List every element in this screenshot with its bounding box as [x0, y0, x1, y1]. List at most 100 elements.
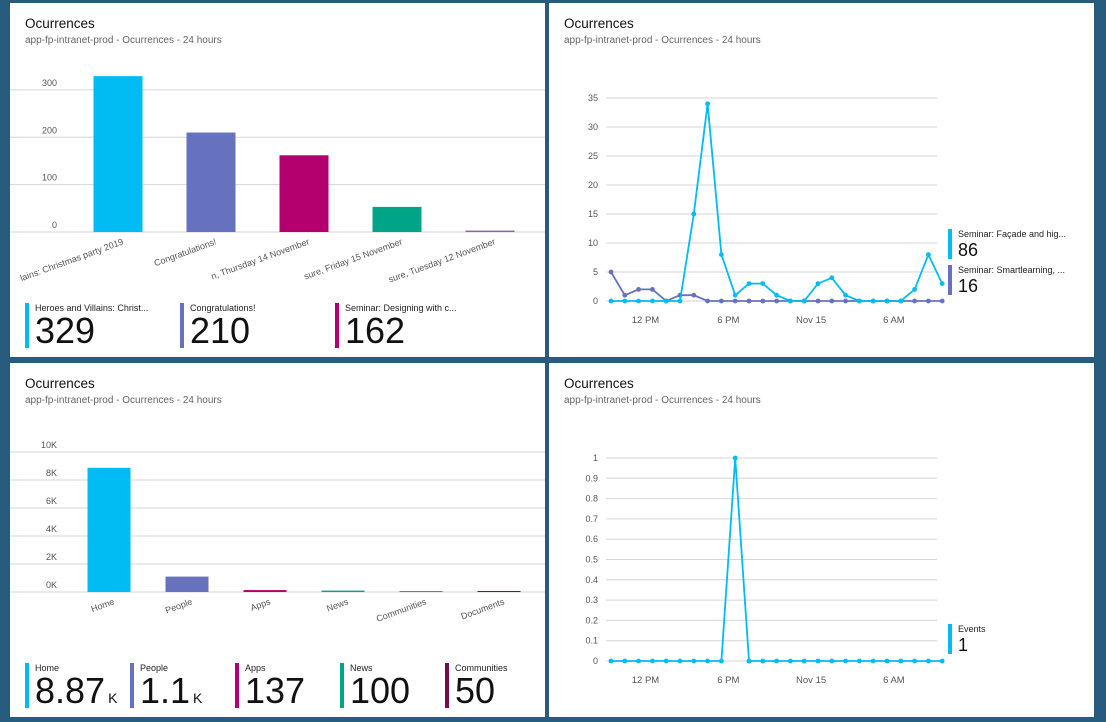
- legend-value: 1: [958, 636, 968, 654]
- data-point: [636, 658, 641, 664]
- data-point: [857, 298, 862, 304]
- legend-item[interactable]: Events 1: [948, 624, 1074, 654]
- y-tick-label: 20: [588, 180, 598, 190]
- legend-value-number: 1.1: [140, 670, 191, 711]
- y-tick-label: 0: [52, 220, 57, 230]
- y-tick-label: 300: [42, 78, 57, 88]
- y-tick-label: 0.7: [585, 514, 598, 524]
- legend-value: 8.87 K: [35, 673, 117, 709]
- legend-color-bar: [25, 303, 29, 348]
- data-point: [746, 658, 752, 664]
- bar: [372, 206, 422, 232]
- legend-color-bar: [445, 663, 449, 708]
- bar: [165, 576, 209, 592]
- data-point: [677, 298, 683, 304]
- legend-item[interactable]: Seminar: Façade and hig... 86: [948, 229, 1074, 259]
- data-point: [691, 658, 697, 664]
- legend-value-number: 162: [345, 310, 406, 351]
- legend-value-number: 16: [958, 276, 979, 296]
- bar-chart-events: 0 100 200 300 lains: Christmas party 2019 Con…: [10, 76, 545, 285]
- bar-chart-pages: 0K 2K 4K 6K 8K 10K Home People Apps News Communiti…: [10, 440, 545, 624]
- data-point: [939, 298, 945, 304]
- y-tick-label: 0.2: [585, 615, 598, 625]
- data-point: [732, 298, 738, 304]
- tile-subtitle: app-fp-intranet-prod - Ocurrences - 24 h…: [25, 35, 222, 46]
- legend-color-bar: [25, 663, 29, 708]
- data-point: [774, 298, 779, 304]
- data-point: [870, 658, 876, 664]
- x-tick-label: Home: [90, 596, 116, 614]
- data-point: [774, 658, 779, 664]
- data-point: [857, 658, 862, 664]
- data-point: [705, 658, 710, 664]
- legend-value: 329: [35, 313, 95, 349]
- legend-item[interactable]: Seminar: Smartlearning, ... 16: [948, 265, 1074, 295]
- legend-value-unit: K: [108, 690, 118, 706]
- legend-value-number: 8.87: [35, 670, 106, 711]
- data-point: [636, 298, 641, 304]
- legend-value: 137: [245, 673, 305, 709]
- legend-item[interactable]: Apps 137: [235, 663, 335, 709]
- tile-subtitle: app-fp-intranet-prod - Ocurrences - 24 h…: [25, 395, 222, 406]
- data-point: [829, 658, 835, 664]
- tile-line-events[interactable]: Ocurrences app-fp-intranet-prod - Ocurre…: [549, 363, 1094, 717]
- legend-color-bar: [948, 624, 952, 654]
- y-tick-label: 25: [588, 151, 598, 161]
- bar: [87, 467, 131, 592]
- legend-item[interactable]: Communities 50: [445, 663, 545, 711]
- legend-item[interactable]: Congratulations! 210: [180, 303, 320, 349]
- legend-color-bar: [335, 303, 339, 348]
- legend-value: 210: [190, 313, 250, 349]
- data-point: [746, 298, 752, 304]
- legend-color-bar: [235, 663, 239, 708]
- data-point: [898, 658, 904, 664]
- y-tick-label: 1: [593, 453, 598, 463]
- data-point: [608, 269, 614, 275]
- y-tick-label: 0.4: [585, 575, 598, 585]
- x-tick-label: Communities: [375, 596, 428, 624]
- y-tick-label: 4K: [46, 524, 57, 534]
- data-point: [746, 281, 752, 286]
- legend-value: 16: [958, 277, 978, 295]
- data-point: [663, 298, 669, 304]
- data-point: [815, 658, 821, 664]
- legend-item[interactable]: News 100: [340, 663, 440, 709]
- y-tick-label: 0K: [46, 580, 57, 590]
- data-point: [843, 298, 848, 304]
- x-tick-label: n, Thursday 14 November: [210, 236, 311, 281]
- y-tick-label: 15: [588, 209, 598, 219]
- y-tick-label: 0.1: [585, 636, 598, 646]
- x-tick-label: sure, Tuesday 12 November: [387, 236, 497, 284]
- legend-value-number: 86: [958, 240, 979, 260]
- x-tick-label: 6 PM: [717, 675, 739, 686]
- tile-bar-events[interactable]: Ocurrences app-fp-intranet-prod - Ocurre…: [10, 3, 545, 357]
- data-point: [815, 281, 821, 286]
- tile-line-seminars[interactable]: Ocurrences app-fp-intranet-prod - Ocurre…: [549, 3, 1094, 357]
- data-point: [650, 298, 655, 304]
- data-point: [705, 298, 710, 304]
- data-point: [760, 298, 766, 304]
- x-tick-label: 6 PM: [717, 315, 739, 326]
- data-point: [884, 298, 890, 304]
- bar: [186, 132, 236, 232]
- legend-item[interactable]: People 1.1 K: [130, 663, 230, 711]
- x-tick-label: Nov 15: [796, 675, 826, 686]
- tile-subtitle: app-fp-intranet-prod - Ocurrences - 24 h…: [564, 395, 761, 406]
- y-tick-label: 0.5: [585, 555, 598, 565]
- data-point: [843, 292, 848, 298]
- bar: [321, 590, 365, 592]
- legend-color-bar: [180, 303, 184, 348]
- data-point: [622, 298, 628, 304]
- legend-item[interactable]: Home 8.87 K: [25, 663, 125, 709]
- data-point: [732, 292, 738, 298]
- tile-bar-pages[interactable]: Ocurrences app-fp-intranet-prod - Ocurre…: [10, 363, 545, 717]
- legend-item[interactable]: Seminar: Designing with c... 162: [335, 303, 475, 351]
- line-chart-seminars: 0 5 10 15 20 25 30 35 12 PM 6 PM Nov 15 6 AM: [588, 93, 945, 326]
- x-tick-label: Apps: [249, 596, 272, 613]
- legend-value-number: 50: [455, 670, 496, 711]
- legend-item[interactable]: Heroes and Villains: Christ... 329: [25, 303, 165, 349]
- y-tick-label: 10: [588, 238, 598, 248]
- legend-value-number: 137: [245, 670, 306, 711]
- data-point: [829, 298, 835, 304]
- y-tick-label: 2K: [46, 552, 57, 562]
